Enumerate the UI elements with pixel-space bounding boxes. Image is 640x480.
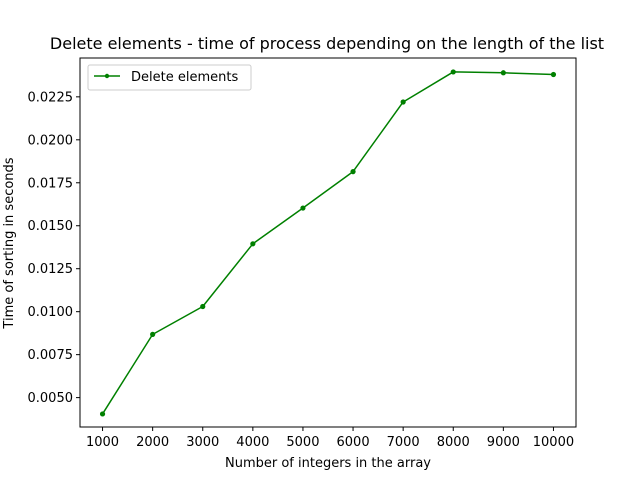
legend: Delete elements (87, 64, 252, 91)
x-tick-label: 1000 (86, 435, 119, 450)
data-point (250, 241, 256, 247)
series-layer (99, 69, 557, 417)
y-axis: 0.0050 0.0075 0.0100 0.0125 0.0150 0.0175 0.02… (28, 90, 80, 406)
y-tick-label: 0.0175 (28, 176, 74, 191)
legend-label-delete-elements: Delete elements (131, 70, 238, 85)
y-axis-label: Time of sorting in seconds (2, 157, 17, 329)
y-tick-label: 0.0225 (28, 90, 74, 105)
x-tick-label: 4000 (236, 435, 269, 450)
plot-frame (79, 57, 577, 428)
data-point (350, 169, 356, 175)
data-point (500, 70, 506, 76)
data-point (150, 331, 156, 337)
x-tick-label: 3000 (186, 435, 219, 450)
x-tick-label: 6000 (337, 435, 370, 450)
x-axis: 1000 2000 3000 4000 5000 6000 7000 8000 9000 1000… (86, 427, 574, 450)
legend-box (87, 64, 252, 91)
legend-marker-swatch (104, 73, 110, 79)
series-line-delete-elements (101, 71, 554, 415)
y-tick-label: 0.0050 (28, 391, 74, 406)
x-axis-label: Number of integers in the array (225, 456, 431, 471)
x-tick-label: 10000 (533, 435, 574, 450)
data-point (99, 411, 106, 417)
x-tick-label: 8000 (437, 435, 470, 450)
y-tick-label: 0.0100 (28, 305, 74, 320)
y-tick-label: 0.0150 (28, 219, 74, 234)
x-tick-label: 7000 (387, 435, 420, 450)
data-point (450, 69, 456, 75)
chart-title: Delete elements - time of process depend… (50, 34, 604, 53)
x-tick-label: 9000 (487, 435, 520, 450)
y-tick-label: 0.0125 (28, 262, 74, 277)
data-point (400, 99, 406, 105)
data-point (200, 303, 206, 310)
data-point (550, 71, 557, 78)
y-tick-label: 0.0200 (28, 133, 74, 148)
plot-area (79, 57, 577, 428)
x-tick-label: 5000 (286, 435, 319, 450)
x-tick-label: 2000 (136, 435, 169, 450)
y-tick-label: 0.0075 (28, 348, 74, 363)
data-point (300, 205, 306, 211)
